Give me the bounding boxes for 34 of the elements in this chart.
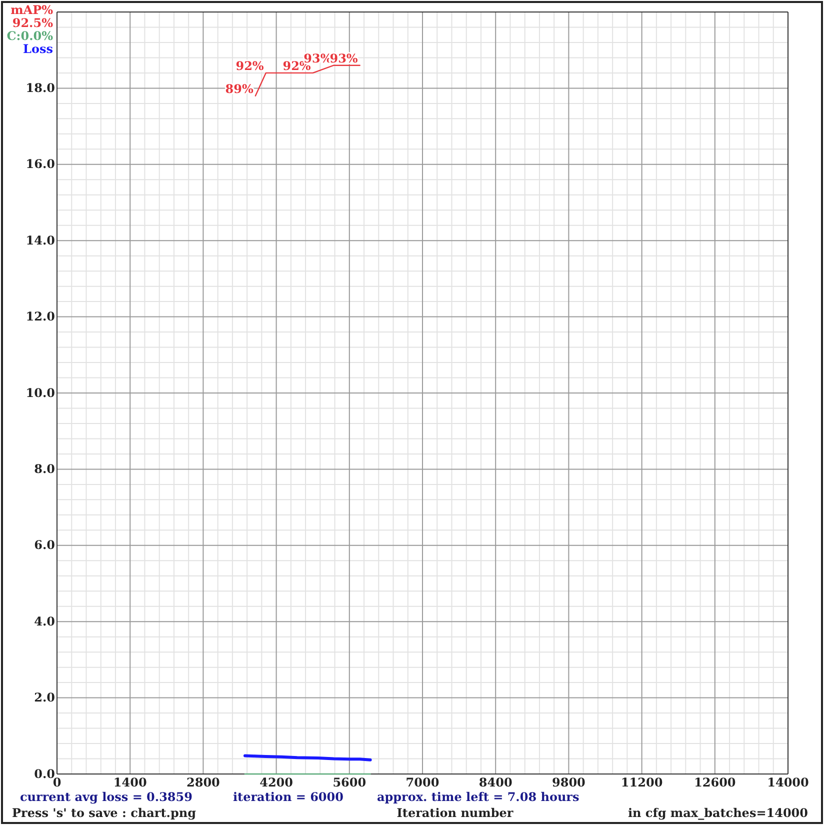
data-label: 93% (330, 51, 358, 66)
text: C:0.0% (6, 29, 54, 43)
x-tick-label: 8400 (478, 776, 512, 790)
y-tick-label: 10.0 (26, 386, 55, 400)
data-label: 92% (236, 58, 264, 73)
x-tick-label: 0 (52, 776, 62, 790)
text: iteration = 6000 (233, 790, 344, 804)
data-label: 89% (225, 82, 254, 96)
x-tick-label: 14000 (767, 776, 809, 790)
y-tick-label: 6.0 (34, 538, 55, 552)
x-tick-label: 4200 (260, 776, 294, 790)
text: 92.5% (12, 16, 54, 30)
x-tick-label: 9800 (552, 776, 586, 790)
y-tick-label: 18.0 (26, 81, 55, 96)
text: Loss (23, 42, 54, 56)
x-tick-label: 2800 (186, 776, 220, 790)
text: approx. time left = 7.08 hours (377, 790, 580, 804)
x-tick-label: 12600 (694, 776, 736, 790)
y-tick-label: 4.0 (34, 614, 55, 628)
x-tick-label: 7000 (406, 776, 440, 790)
x-tick-label: 1400 (113, 776, 147, 790)
x-tick-label: 5600 (332, 776, 366, 790)
text: mAP% (10, 3, 54, 17)
y-tick-label: 12.0 (26, 310, 55, 324)
text: Press 's' to save : chart.png (12, 806, 197, 820)
x-axis-title: Iteration number (396, 806, 514, 820)
y-tick-label: 8.0 (34, 462, 55, 476)
y-tick-label: 14.0 (26, 233, 55, 248)
text: current avg loss = 0.3859 (20, 790, 192, 804)
text: in cfg max_batches=14000 (628, 806, 808, 820)
x-tick-label: 11200 (620, 776, 663, 790)
y-tick-label: 2.0 (34, 690, 55, 705)
y-tick-label: 0.0 (34, 766, 55, 781)
y-tick-label: 16.0 (26, 157, 55, 172)
